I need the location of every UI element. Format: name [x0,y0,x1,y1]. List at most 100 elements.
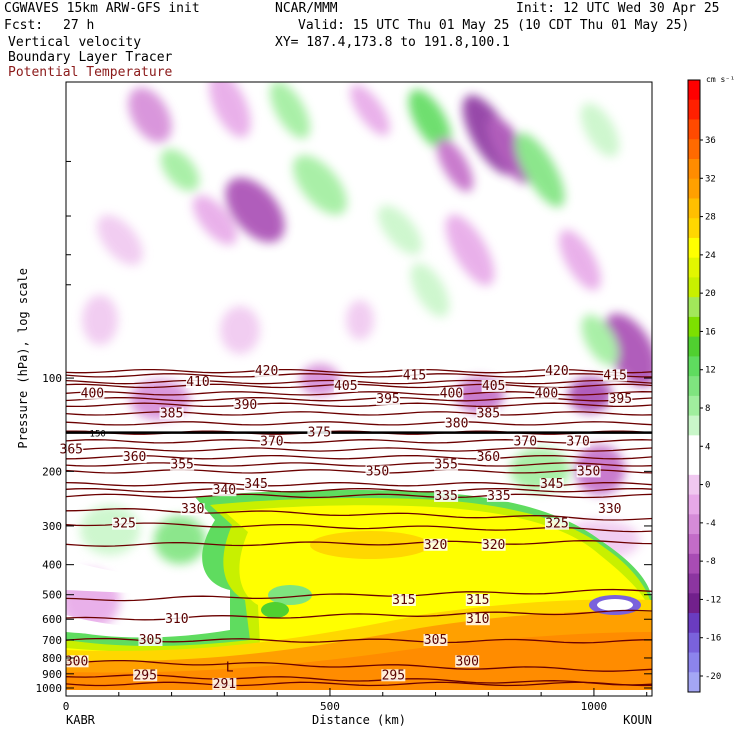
isentrope-label: 420 [255,364,278,379]
vertical-velocity-field [66,82,652,690]
isentrope-label: 295 [133,668,156,683]
isentrope-label-bg [434,458,459,471]
colorbar-tick-label: 24 [705,251,716,261]
isentrope-label-bg [481,538,506,551]
isentrope-label-bg [307,426,332,439]
isentrope-label: 395 [609,392,632,407]
colorbar-swatch [688,593,700,614]
isentrope-label-bg [133,669,158,682]
forecast-label: Fcst: [4,18,44,33]
isentrope-label: 415 [603,368,626,383]
y-tick-label: 500 [42,589,62,602]
isentrope-label: 305 [424,633,447,648]
isentrope-label: 320 [424,538,447,553]
colorbar-swatch [688,652,700,673]
isentrope-label-bg [212,677,237,690]
isentrope-label-bg [423,633,448,646]
isentrope-label: 310 [466,612,489,627]
isentrope-label-bg [465,593,490,606]
y-tick-label: 1000 [36,682,63,695]
isentrope-label-bg [486,489,511,502]
isentrope-320 [66,540,652,547]
isentrope-label: 315 [466,593,489,608]
isentrope-label: 370 [514,434,537,449]
forecast-hours: 27 h [63,18,95,33]
colorbar-swatch [688,139,700,160]
init-time: Init: 12 UTC Wed 30 Apr 25 [516,1,720,16]
isentrope-330 [66,508,652,521]
isentrope-label-bg [476,407,501,420]
isentrope-label-bg [112,517,137,530]
isentrope-label: 310 [165,612,188,627]
y-tick-label: 100 [42,372,62,385]
isentrope-label: 360 [123,450,146,465]
isentrope-label: 345 [244,477,267,492]
isentrope-410 [66,379,652,385]
isentrope-label-bg [513,435,538,448]
y-tick-label: 200 [42,465,62,478]
colorbar-tick-label: 4 [705,442,710,452]
isentrope-label: 400 [81,386,104,401]
isentrope-label: 390 [234,398,257,413]
isentrope-label: 400 [440,386,463,401]
colorbar-swatch [688,178,700,199]
isentrope-label: 330 [598,502,621,517]
isentrope-label-bg [259,435,284,448]
isentrope-305 [66,637,652,644]
thick-line-label: 150 [90,430,106,440]
isentrope-label-bg [381,669,406,682]
isentrope-label-bg [476,451,501,464]
isentrope-label-bg [185,376,210,389]
left-endpoint-label: KABR [66,713,96,727]
isentrope-label: 420 [545,364,568,379]
colorbar-swatch [688,119,700,140]
model-title: CGWAVES 15km ARW-GFS init [4,1,200,16]
isentrope-label: 350 [366,464,389,479]
isentrope-300 [66,659,652,672]
colorbar-swatch [688,514,700,535]
isentrope-label: 410 [186,375,209,390]
isentrope-label: 300 [65,654,88,669]
x-tick-label: 0 [63,700,70,713]
isentrope-label: 415 [403,368,426,383]
field-potential-temperature: Potential Temperature [8,65,173,80]
isentrope-370 [66,439,652,444]
colorbar-tick-label: -16 [705,634,721,644]
field-boundary-layer-tracer: Boundary Layer Tracer [8,50,173,65]
colorbar-swatch [688,534,700,555]
isentrope-label-bg [244,478,269,491]
isentrope-label-bg [333,379,358,392]
colorbar-swatch [688,435,700,456]
colorbar-unit: cm s⁻¹ [706,75,735,84]
isentrope-365 [66,447,652,452]
isentrope-label-bg [80,387,105,400]
isentrope-310 [66,609,652,621]
y-tick-label: 300 [42,520,62,533]
isentrope-label: 365 [60,442,83,457]
colorbar-frame [687,79,701,693]
isentrope-label-bg [439,387,464,400]
y-tick-label: 700 [42,634,62,647]
colorbar-tick-label: -20 [705,672,721,682]
colorbar: cm s⁻¹ 36 32 28 24 20 16 12 8 4 0 -4 -8 -12 -16 -20 [687,75,735,693]
isentrope-label-bg [534,387,559,400]
isentrope-label-bg [164,613,189,626]
isentrope-label: 375 [308,426,331,441]
colorbar-swatch [688,316,700,338]
colorbar-tick-label: -8 [705,557,716,567]
isentrope-335 [66,493,652,499]
isentrope-label-bg [180,503,205,516]
org-label: NCAR/MMM [275,1,338,16]
isentrope-label: 340 [213,483,236,498]
x-axis-label: Distance (km) [312,713,406,727]
colorbar-swatch [688,474,700,496]
isentrope-label-bg [544,365,569,378]
colorbar-swatch [688,455,700,476]
colorbar-swatch [688,80,700,101]
isentrope-label-bg [455,655,480,668]
isentrope-label: 305 [139,633,162,648]
x-tick-label: 1000 [581,700,608,713]
colorbar-tick-label: 16 [705,327,716,337]
